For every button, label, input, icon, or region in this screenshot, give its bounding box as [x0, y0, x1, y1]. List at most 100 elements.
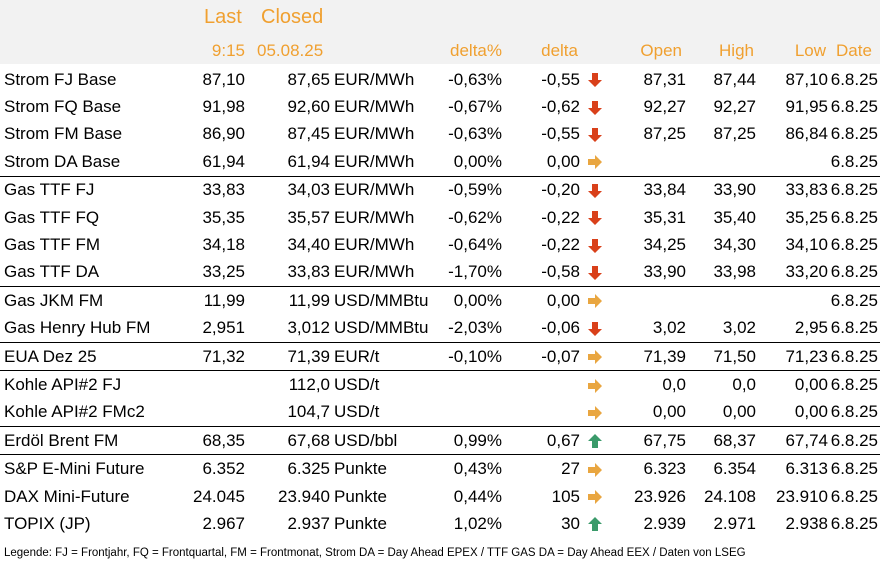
- last-price: 2.967: [202, 513, 245, 533]
- closed-price: 23.940: [278, 486, 330, 506]
- low-price: 2,95: [794, 318, 828, 338]
- delta-value: -0,58: [541, 262, 580, 282]
- date: 6.8.25: [830, 207, 878, 227]
- last-price: 61,94: [202, 151, 245, 171]
- last-price: 68,35: [170, 426, 245, 455]
- delta-value: -0,07: [502, 341, 580, 371]
- unit: USD/MMBtu: [330, 286, 430, 315]
- trend-arrow-cell: [580, 399, 610, 427]
- unit: USD/t: [334, 402, 380, 422]
- trend-arrow-cell: [580, 231, 610, 258]
- closed-price: 87,45: [287, 124, 330, 144]
- table-row: Strom FM Base 86,90 87,45 EUR/MWh -0,63% -0,5…: [0, 121, 880, 148]
- instrument-name: Gas TTF DA: [4, 262, 100, 282]
- instrument-name: Gas TTF FQ: [4, 207, 100, 227]
- table-row: Strom DA Base 61,94 61,94 EUR/MWh 0,00% 0,00 6…: [0, 148, 880, 176]
- high-price: 3,02: [722, 318, 756, 338]
- delta-value: -0,62: [541, 97, 580, 117]
- open-price: [610, 286, 686, 315]
- last-price: 86,90: [202, 124, 245, 144]
- date: 6.8.25: [828, 286, 880, 315]
- delta-percent: -0,63%: [448, 69, 502, 89]
- table-row: Kohle API#2 FJ 112,0 USD/t 0,0 0,0 0,00 6.8.25: [0, 370, 880, 399]
- trend-arrow-cell: [580, 66, 610, 93]
- open-price: 35,31: [643, 207, 686, 227]
- last-price: [170, 370, 245, 399]
- arrow-up-icon: [587, 514, 603, 533]
- last-price: 2,951: [202, 318, 245, 338]
- arrow-down-icon: [587, 97, 603, 116]
- delta-percent: -0,64%: [448, 235, 502, 255]
- unit: USD/bbl: [330, 426, 430, 455]
- delta-percent: -0,67%: [448, 97, 502, 117]
- last-price: 6.352: [170, 454, 245, 483]
- unit: EUR/MWh: [334, 69, 415, 89]
- open-price: 87,25: [643, 124, 686, 144]
- arrow-down-icon: [587, 180, 603, 199]
- low-price: 86,84: [785, 124, 828, 144]
- delta-value: 0,00: [546, 151, 580, 171]
- table-row: S&P E-Mini Future 6.352 6.325 Punkte 0,43% 27…: [0, 454, 880, 483]
- instrument-name: Kohle API#2 FJ: [0, 370, 170, 399]
- high-price: 0,00: [722, 402, 756, 422]
- delta-value: 27: [502, 454, 580, 483]
- delta-percent: -0,10%: [430, 341, 502, 371]
- table-row: DAX Mini-Future 24.045 23.940 Punkte 0,44% 10…: [0, 483, 880, 510]
- low-price: 34,10: [785, 235, 828, 255]
- delta-value: [502, 399, 580, 427]
- high-price: 33,98: [713, 262, 756, 282]
- instrument-name: Gas JKM FM: [0, 286, 170, 315]
- arrow-down-icon: [587, 318, 603, 337]
- instrument-name: Gas TTF FJ: [0, 175, 170, 204]
- instrument-name: Strom FQ Base: [4, 97, 122, 117]
- delta-percent: 0,00%: [430, 286, 502, 315]
- table-row: Gas TTF FM 34,18 34,40 EUR/MWh -0,64% -0,22 34…: [0, 231, 880, 258]
- delta-value: -0,55: [541, 69, 580, 89]
- high-price: 87,44: [713, 69, 756, 89]
- high-price: 33,90: [686, 175, 756, 204]
- trend-arrow-cell: [580, 175, 610, 204]
- delta-value: 30: [561, 513, 580, 533]
- closed-price: 71,39: [245, 341, 330, 371]
- arrow-right-icon: [587, 347, 603, 366]
- unit: Punkte: [330, 454, 430, 483]
- instrument-name: Strom FM Base: [4, 124, 123, 144]
- instrument-name: Strom FJ Base: [4, 69, 117, 89]
- trend-arrow-cell: [580, 341, 610, 371]
- trend-arrow-cell: [580, 426, 610, 455]
- unit: USD/t: [330, 370, 430, 399]
- table-row: Strom FQ Base 91,98 92,60 EUR/MWh -0,67% -0,6…: [0, 93, 880, 120]
- high-price: 87,25: [713, 124, 756, 144]
- delta-percent: [430, 399, 502, 427]
- closed-price: 87,65: [287, 69, 330, 89]
- closed-price: 6.325: [245, 454, 330, 483]
- date: 6.8.25: [830, 151, 878, 171]
- delta-percent: 0,44%: [453, 486, 502, 506]
- trend-arrow-cell: [580, 286, 610, 315]
- instrument-name: Erdöl Brent FM: [0, 426, 170, 455]
- table-row: Gas TTF FQ 35,35 35,57 EUR/MWh -0,62% -0,22 35…: [0, 204, 880, 231]
- delta-value: 0,67: [502, 426, 580, 455]
- high-price: 2.971: [713, 513, 756, 533]
- delta-value: 0,00: [502, 286, 580, 315]
- high-price: 68,37: [686, 426, 756, 455]
- unit: EUR/MWh: [334, 124, 415, 144]
- last-price: 34,18: [202, 235, 245, 255]
- low-price: 91,95: [785, 97, 828, 117]
- instrument-name: Kohle API#2 FMc2: [4, 402, 145, 422]
- date: 6.8.25: [828, 454, 880, 483]
- low-price: 6.313: [756, 454, 828, 483]
- high-price: 92,27: [713, 97, 756, 117]
- unit: Punkte: [334, 486, 387, 506]
- delta-value: -0,20: [502, 175, 580, 204]
- low-price: 33,20: [785, 262, 828, 282]
- date: 6.8.25: [830, 486, 878, 506]
- header-delta-pct: delta%: [450, 41, 502, 60]
- last-price: [170, 399, 245, 427]
- high-price: 6.354: [686, 454, 756, 483]
- last-price: 33,25: [202, 262, 245, 282]
- table-row: Gas TTF FJ 33,83 34,03 EUR/MWh -0,59% -0,20 33…: [0, 175, 880, 204]
- market-data-table: Strom FJ Base 87,10 87,65 EUR/MWh -0,63% -0,5…: [0, 66, 880, 538]
- unit: EUR/MWh: [334, 97, 415, 117]
- date: 6.8.25: [830, 262, 878, 282]
